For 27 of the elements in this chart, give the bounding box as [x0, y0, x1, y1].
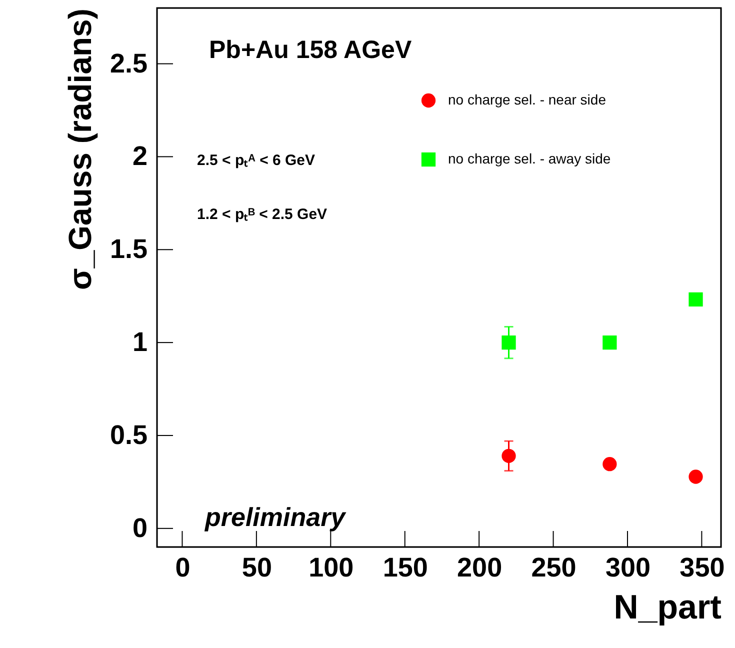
y-tick-label: 1.5: [110, 234, 148, 264]
y-tick-label: 0.5: [110, 420, 148, 450]
point: [602, 457, 617, 472]
annotation: 1.2 < pₜᴮ < 2.5 GeV: [197, 206, 328, 223]
point: [502, 335, 516, 350]
y-tick-label: 2.5: [110, 48, 148, 78]
text: Pb+Au 158 AGeV: [209, 36, 412, 64]
y-tick-label: 2: [132, 141, 148, 172]
y-tick-label: 1: [132, 327, 148, 358]
x-tick-label: 300: [605, 552, 651, 582]
x-tick-label: 100: [308, 552, 354, 582]
x-tick-label: 150: [382, 552, 428, 582]
annotation: preliminary: [204, 502, 347, 532]
y-axis-title: σ_Gauss (radians): [62, 8, 98, 290]
legend-label: no charge sel. - near side: [448, 92, 606, 108]
x-tick-label: 250: [531, 552, 576, 582]
x-axis-title: N_part: [614, 588, 722, 626]
point: [602, 335, 617, 350]
legend-label: no charge sel. - away side: [448, 150, 611, 166]
x-tick-label: 50: [242, 552, 272, 582]
point: [688, 292, 703, 307]
x-tick-label: 0: [175, 552, 190, 582]
x-tick-label: 350: [680, 552, 725, 582]
x-tick-label: 200: [457, 552, 502, 582]
point: [688, 470, 703, 484]
annotation: 2.5 < pₜᴬ < 6 GeV: [197, 152, 316, 169]
y-tick-label: 0: [132, 512, 148, 543]
